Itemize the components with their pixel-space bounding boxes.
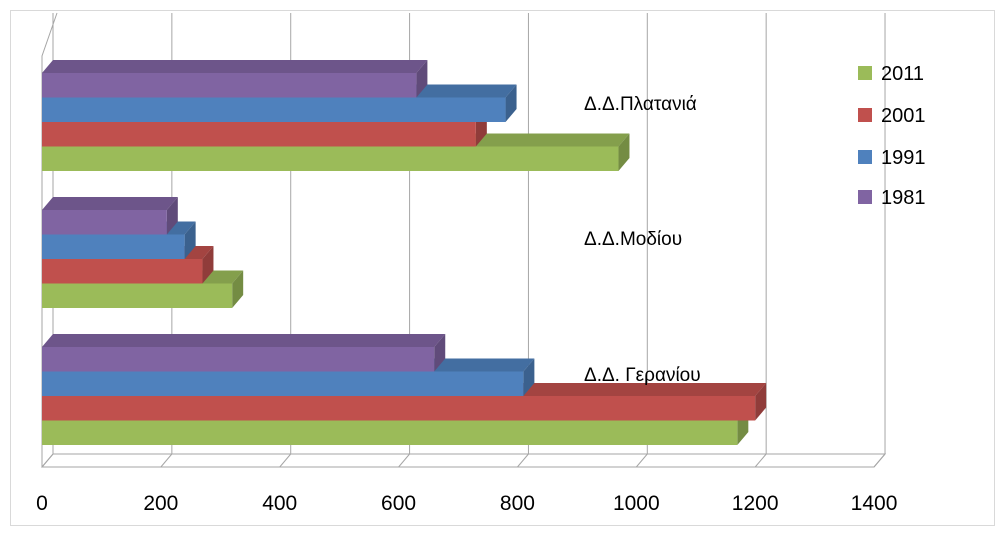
- x-tick-label: 1400: [851, 492, 898, 515]
- bar-top-face: [42, 334, 446, 347]
- legend-swatch: [858, 190, 872, 204]
- bar: [42, 347, 435, 372]
- bar-side-face: [184, 221, 196, 259]
- x-tick-label: 1200: [732, 492, 779, 515]
- legend-swatch: [858, 66, 872, 80]
- bar: [42, 396, 756, 421]
- bar-side-face: [166, 197, 178, 235]
- bar-side-face: [434, 334, 446, 372]
- bar: [42, 283, 233, 308]
- x-tick-label: 0: [36, 492, 48, 515]
- bar: [42, 259, 203, 284]
- bar: [42, 234, 185, 259]
- x-tick-label: 800: [500, 492, 535, 515]
- legend: 2011 2001 1991 1981: [858, 63, 926, 209]
- bar-side-face: [523, 358, 535, 396]
- gridline-floor: [160, 453, 173, 468]
- legend-swatch: [858, 108, 872, 122]
- bar: [42, 122, 476, 147]
- bars: [42, 60, 767, 445]
- bar-side-face: [505, 84, 517, 122]
- category-labels: Δ.Δ. Γερανίου Δ.Δ.Μοδίου Δ.Δ.Πλατανιά: [584, 94, 701, 386]
- legend-label: 1991: [881, 147, 926, 169]
- x-tick-label: 200: [143, 492, 178, 515]
- gridline-floor: [517, 453, 529, 468]
- left-wall: [41, 12, 58, 467]
- gridline-floor: [873, 453, 886, 468]
- bar-side-face: [232, 270, 244, 308]
- x-tick-label: 400: [262, 492, 297, 515]
- gridline-floor: [398, 453, 410, 468]
- gridline-floor: [279, 453, 292, 468]
- x-tick-label: 1000: [613, 492, 660, 515]
- gridline-floor: [635, 453, 648, 468]
- floor: [40, 453, 887, 468]
- category-label: Δ.Δ.Μοδίου: [584, 229, 682, 250]
- bar: [42, 73, 417, 98]
- category-label: Δ.Δ.Πλατανιά: [584, 94, 697, 115]
- bar-side-face: [618, 133, 630, 171]
- bar: [42, 371, 524, 396]
- bar-top-face: [42, 60, 428, 73]
- x-tick-label: 600: [381, 492, 416, 515]
- bar: [42, 146, 619, 171]
- bar-top-face: [42, 197, 178, 210]
- legend-label: 2001: [881, 105, 926, 127]
- bar-side-face: [755, 383, 767, 421]
- bar-side-face: [416, 60, 428, 98]
- category-label: Δ.Δ. Γερανίου: [584, 365, 701, 386]
- bar: [42, 97, 506, 122]
- x-tick-labels: 0 200 400 600 800 1000 1200 1400: [36, 492, 897, 515]
- bar-side-face: [202, 246, 214, 284]
- gridline-floor: [754, 453, 767, 468]
- bar: [42, 210, 167, 235]
- gridline-floor: [41, 453, 54, 468]
- legend-label: 1981: [881, 187, 926, 209]
- bar: [42, 420, 738, 445]
- legend-label: 2011: [881, 63, 924, 85]
- legend-swatch: [858, 150, 872, 164]
